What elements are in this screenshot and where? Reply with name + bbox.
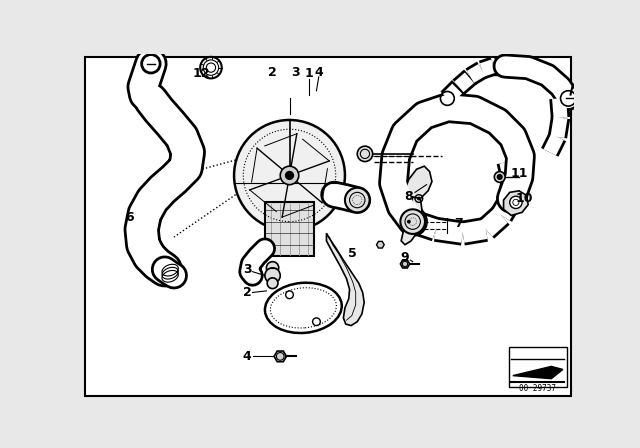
Polygon shape — [405, 166, 432, 198]
Text: 9: 9 — [401, 251, 410, 264]
Circle shape — [401, 209, 425, 234]
Circle shape — [266, 262, 279, 274]
Circle shape — [497, 174, 503, 180]
Circle shape — [357, 146, 372, 162]
Polygon shape — [504, 191, 528, 215]
Ellipse shape — [270, 288, 337, 328]
Circle shape — [280, 166, 299, 185]
Text: 3: 3 — [291, 66, 300, 79]
Bar — [265, 202, 314, 256]
Circle shape — [345, 188, 369, 212]
Text: 11: 11 — [510, 168, 528, 181]
Polygon shape — [274, 351, 287, 362]
Circle shape — [509, 196, 522, 208]
Text: 4: 4 — [314, 66, 323, 79]
Text: 00 29737: 00 29737 — [519, 384, 556, 393]
Text: 1: 1 — [305, 67, 313, 80]
Text: 2: 2 — [268, 66, 277, 79]
Text: 12: 12 — [192, 66, 210, 79]
Polygon shape — [326, 233, 364, 326]
Text: 6: 6 — [125, 211, 134, 224]
Polygon shape — [401, 260, 410, 268]
Circle shape — [494, 172, 505, 182]
Bar — [509, 347, 566, 387]
Text: 3: 3 — [243, 263, 252, 276]
Circle shape — [417, 197, 420, 200]
Polygon shape — [513, 366, 563, 379]
Circle shape — [234, 120, 345, 231]
Polygon shape — [376, 241, 384, 248]
Polygon shape — [401, 197, 422, 245]
Text: 4: 4 — [242, 350, 251, 363]
Circle shape — [267, 278, 278, 289]
Text: 7: 7 — [454, 217, 463, 230]
Text: 5: 5 — [348, 247, 357, 260]
Circle shape — [265, 268, 280, 283]
Circle shape — [285, 171, 294, 180]
Text: 2: 2 — [243, 286, 252, 299]
Circle shape — [407, 220, 411, 224]
Text: 8: 8 — [404, 190, 413, 202]
Text: 10: 10 — [516, 192, 533, 205]
